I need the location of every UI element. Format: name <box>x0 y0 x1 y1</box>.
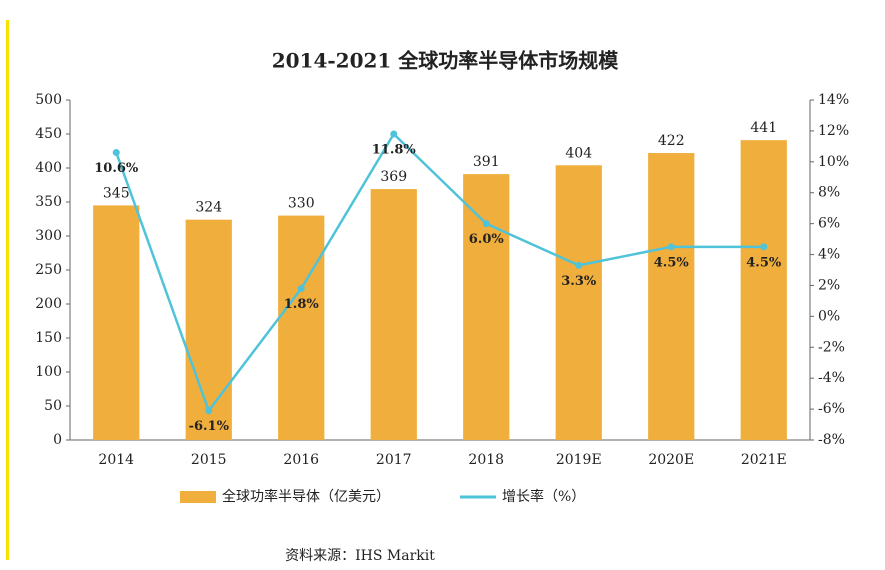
y2-tick-label: 2% <box>818 277 840 293</box>
x-tick-label: 2021E <box>741 452 787 468</box>
y2-tick-label: -8% <box>818 432 845 448</box>
y2-tick-label: 0% <box>818 308 840 324</box>
x-tick-label: 2018 <box>468 452 504 468</box>
y-tick-label: 350 <box>35 194 62 210</box>
y2-tick-label: 14% <box>818 92 849 108</box>
growth-value-label: -6.1% <box>189 419 230 434</box>
bar <box>370 189 417 440</box>
bar-value-label: 330 <box>288 196 315 212</box>
y2-tick-label: 6% <box>818 216 840 232</box>
x-tick-label: 2015 <box>191 452 227 468</box>
growth-line <box>115 132 764 414</box>
bar-value-label: 369 <box>380 169 407 185</box>
growth-point <box>760 243 768 251</box>
bar-value-label: 422 <box>658 133 685 149</box>
y2-tick-label: 10% <box>818 154 849 170</box>
bar-value-label: 441 <box>750 120 777 136</box>
bar <box>278 215 325 440</box>
bar <box>185 219 232 440</box>
growth-point <box>482 220 490 228</box>
left-border <box>6 20 9 560</box>
growth-value-label: 10.6% <box>94 161 139 176</box>
y-tick-label: 450 <box>35 126 62 142</box>
growth-value-label: 11.8% <box>372 143 417 158</box>
legend-swatch <box>180 491 216 503</box>
growth-value-label: 3.3% <box>561 274 597 289</box>
y2-tick-label: 4% <box>818 247 840 263</box>
growth-value-label: 1.8% <box>284 297 320 312</box>
legend-label: 全球功率半导体（亿美元） <box>222 488 390 505</box>
growth-point <box>112 149 120 157</box>
y-tick-label: 100 <box>35 364 62 380</box>
y-tick-label: 300 <box>35 228 62 244</box>
growth-value-label: 4.5% <box>746 255 782 270</box>
y2-tick-label: 8% <box>818 185 840 201</box>
x-tick-label: 2019E <box>556 452 602 468</box>
x-tick-label: 2016 <box>283 452 319 468</box>
growth-value-label: 6.0% <box>469 232 505 247</box>
source-note: 资料来源：IHS Markit <box>285 548 435 564</box>
bar <box>740 140 787 440</box>
y-tick-label: 50 <box>44 398 62 414</box>
growth-point <box>297 285 305 293</box>
bar <box>648 153 695 441</box>
y-tick-label: 400 <box>35 160 62 176</box>
bar-value-label: 404 <box>565 145 592 161</box>
y2-tick-label: -4% <box>818 370 845 386</box>
y2-tick-label: -2% <box>818 339 845 355</box>
y-tick-label: 150 <box>35 330 62 346</box>
y2-tick-label: 12% <box>818 123 849 139</box>
growth-point <box>205 407 213 415</box>
bar <box>555 165 602 440</box>
legend-label: 增长率（%） <box>502 488 585 505</box>
growth-value-label: 4.5% <box>654 255 690 270</box>
growth-point <box>575 261 583 269</box>
x-tick-label: 2017 <box>376 452 412 468</box>
y-tick-label: 0 <box>53 432 62 448</box>
x-tick-label: 2020E <box>648 452 694 468</box>
growth-point <box>667 243 675 251</box>
x-tick-label: 2014 <box>98 452 134 468</box>
y-tick-label: 250 <box>35 262 62 278</box>
bar-value-label: 345 <box>103 185 130 201</box>
growth-point <box>390 130 398 138</box>
bar <box>463 174 510 440</box>
y2-tick-label: -6% <box>818 401 845 417</box>
y-tick-label: 200 <box>35 296 62 312</box>
chart-title: 2014-2021 全球功率半导体市场规模 <box>272 49 620 73</box>
bar-value-label: 324 <box>195 200 222 216</box>
y-tick-label: 500 <box>35 92 62 108</box>
bar-value-label: 391 <box>473 154 500 170</box>
bar <box>93 205 140 440</box>
